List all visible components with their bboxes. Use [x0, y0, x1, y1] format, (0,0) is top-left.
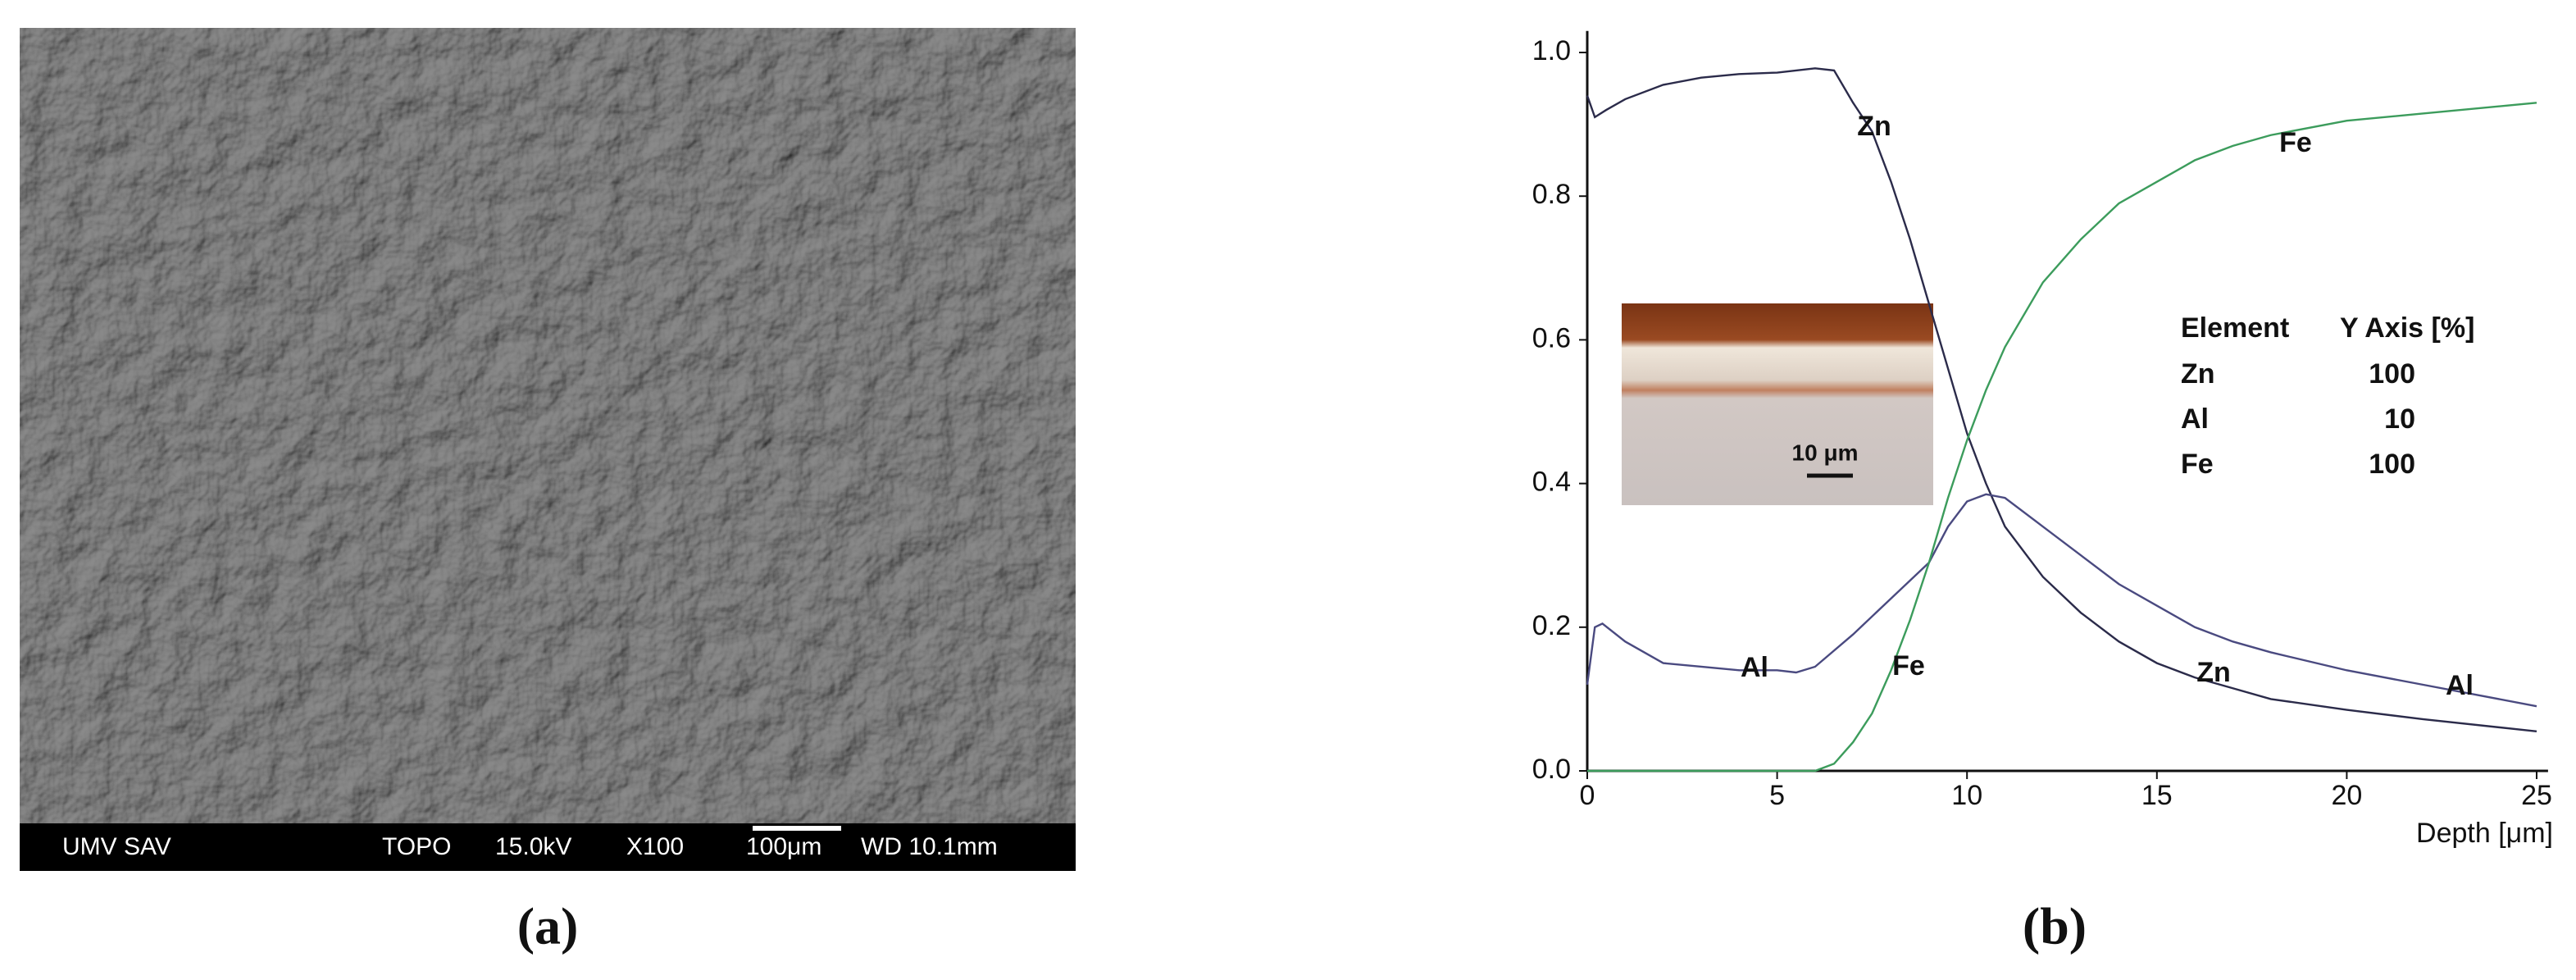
panel-label: (b)	[2023, 897, 2087, 955]
inset-scale-label: 10 μm	[1792, 440, 1859, 465]
line-2	[1587, 102, 2537, 773]
sem-info-text: WD 10.1mm	[861, 833, 998, 860]
table-cell: Zn	[2181, 358, 2215, 390]
x-tick-label: 25	[2521, 780, 2552, 811]
y-tick-label: 1.0	[1532, 35, 1571, 66]
table-cell: Fe	[2181, 449, 2214, 480]
curve-label: Zn	[2196, 657, 2231, 688]
line-1	[1586, 493, 2537, 708]
x-tick-label: 10	[1951, 780, 1982, 811]
x-axis-label: Depth [μm]	[2416, 818, 2553, 849]
y-tick-label: 0.8	[1532, 179, 1571, 210]
x-tick-label: 20	[2331, 780, 2362, 811]
table-cell: Al	[2181, 403, 2209, 435]
sem-info-text: TOPO	[382, 833, 451, 860]
curve-label: Zn	[1857, 111, 1891, 142]
sem-info-bar	[20, 823, 1076, 871]
sem-image	[20, 28, 1076, 825]
y-tick-label: 0.2	[1532, 610, 1571, 641]
sem-info-text: X100	[626, 833, 684, 860]
table-header: Element	[2181, 312, 2289, 344]
x-tick-label: 5	[1769, 780, 1785, 811]
sem-info-text: UMV SAV	[62, 833, 171, 860]
line-0	[1586, 67, 2537, 733]
inset-micrograph	[1622, 303, 1933, 505]
table-cell: 10	[2384, 403, 2415, 435]
y-tick-label: 0.4	[1532, 467, 1571, 498]
curve-label: Al	[2446, 670, 2474, 701]
y-tick-label: 0.0	[1532, 754, 1571, 785]
sem-info-text: 15.0kV	[495, 833, 571, 860]
curve-label: Fe	[2279, 127, 2312, 158]
x-tick-label: 0	[1580, 780, 1595, 811]
x-tick-label: 15	[2141, 780, 2173, 811]
curve-label: Al	[1741, 652, 1768, 683]
table-cell: 100	[2369, 358, 2415, 390]
table-cell: 100	[2369, 449, 2415, 480]
y-tick-label: 0.6	[1532, 322, 1571, 353]
panel-label: (a)	[517, 897, 579, 955]
table-header: Y Axis [%]	[2340, 312, 2474, 344]
curve-label: Fe	[1892, 650, 1925, 681]
sem-info-text: 100μm	[746, 833, 821, 860]
